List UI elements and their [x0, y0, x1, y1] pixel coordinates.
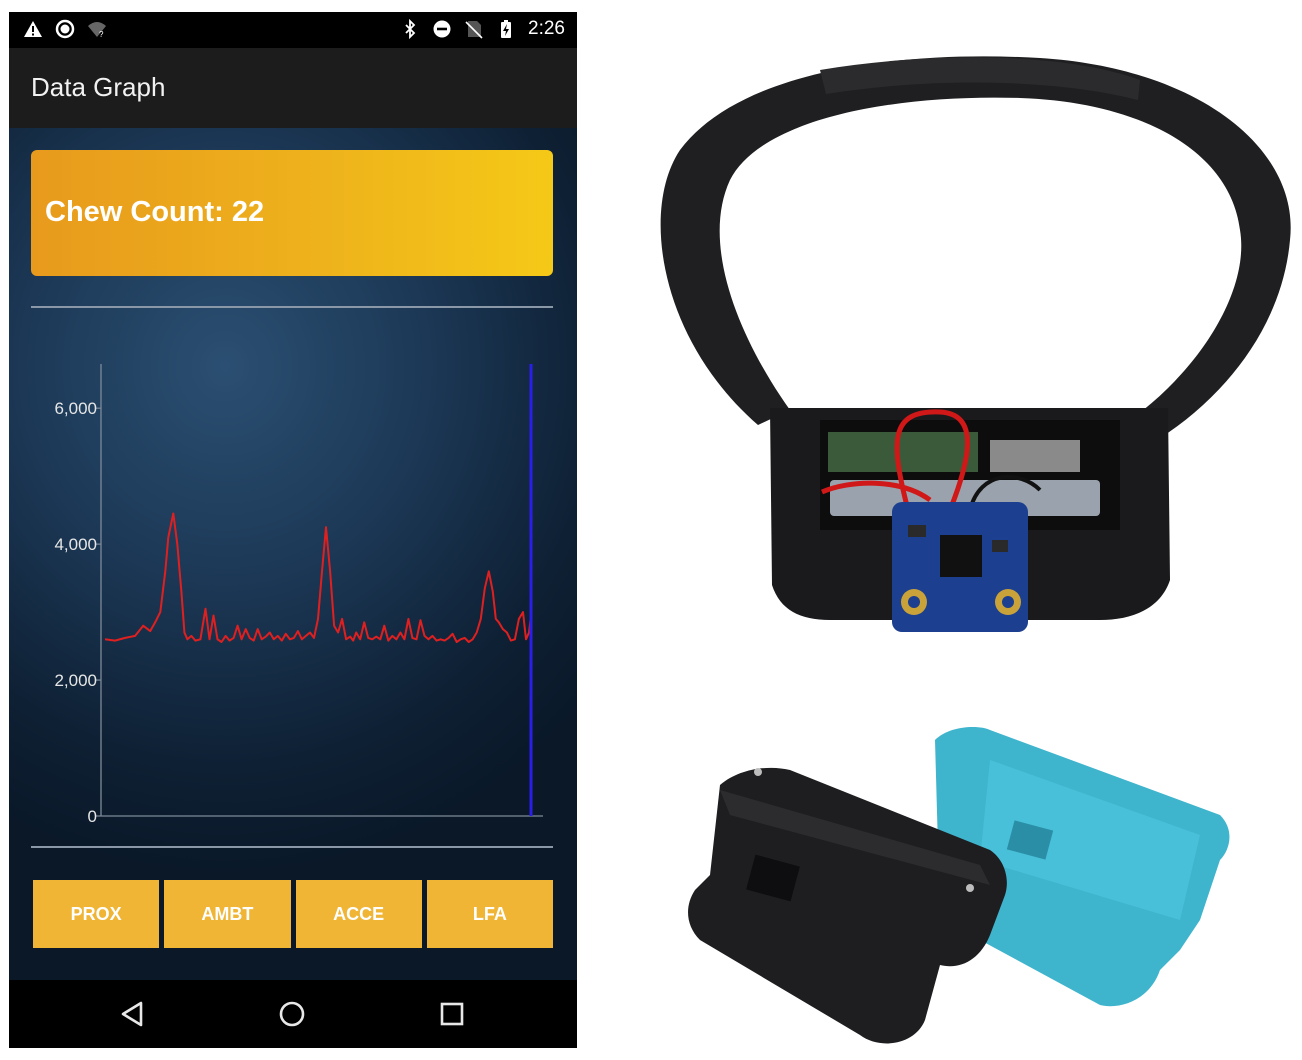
y-tick-label: 4,000	[54, 535, 97, 554]
nav-bar	[9, 980, 577, 1048]
mode-button-row: PROX AMBT ACCE LFA	[33, 880, 553, 948]
home-icon[interactable]	[276, 998, 308, 1030]
chew-count-label: Chew Count: 22	[45, 196, 265, 228]
black-housing	[688, 767, 1007, 1044]
status-bar: ? 2:26	[9, 12, 577, 48]
headband-device-photo	[660, 56, 1291, 632]
prox-button[interactable]: PROX	[33, 880, 160, 948]
housing-parts-photo	[688, 727, 1230, 1044]
data-series-line	[104, 512, 532, 643]
acce-button[interactable]: ACCE	[295, 880, 422, 948]
svg-text:?: ?	[99, 30, 104, 39]
do-not-disturb-icon	[433, 20, 451, 38]
wifi-icon: ?	[88, 22, 106, 39]
lfa-button[interactable]: LFA	[426, 880, 553, 948]
y-tick-label: 6,000	[54, 399, 97, 418]
no-sim-icon	[465, 21, 483, 39]
bottom-divider	[31, 846, 553, 848]
circle-icon	[55, 19, 75, 39]
back-icon[interactable]	[117, 998, 149, 1030]
recents-icon[interactable]	[436, 998, 468, 1030]
page-title: Data Graph	[31, 72, 166, 102]
ambt-button[interactable]: AMBT	[164, 880, 291, 948]
headband-strap	[660, 56, 1291, 439]
y-tick-label: 0	[88, 807, 97, 826]
phone-screen: ? 2:26 Data Graph	[9, 12, 577, 1048]
content-area: Chew Count: 22 0 2,000 4,000 6,000 PROX AMB…	[9, 128, 577, 980]
battery-charging-icon	[501, 20, 512, 38]
sensor-line-chart: 0 2,000 4,000 6,000	[54, 364, 543, 826]
status-time: 2:26	[528, 18, 565, 39]
bluetooth-icon	[405, 18, 416, 40]
top-divider	[31, 306, 553, 308]
warning-icon	[24, 21, 42, 37]
y-tick-label: 2,000	[54, 671, 97, 690]
chew-count-card: Chew Count: 22	[31, 150, 553, 276]
app-bar: Data Graph	[9, 48, 577, 128]
